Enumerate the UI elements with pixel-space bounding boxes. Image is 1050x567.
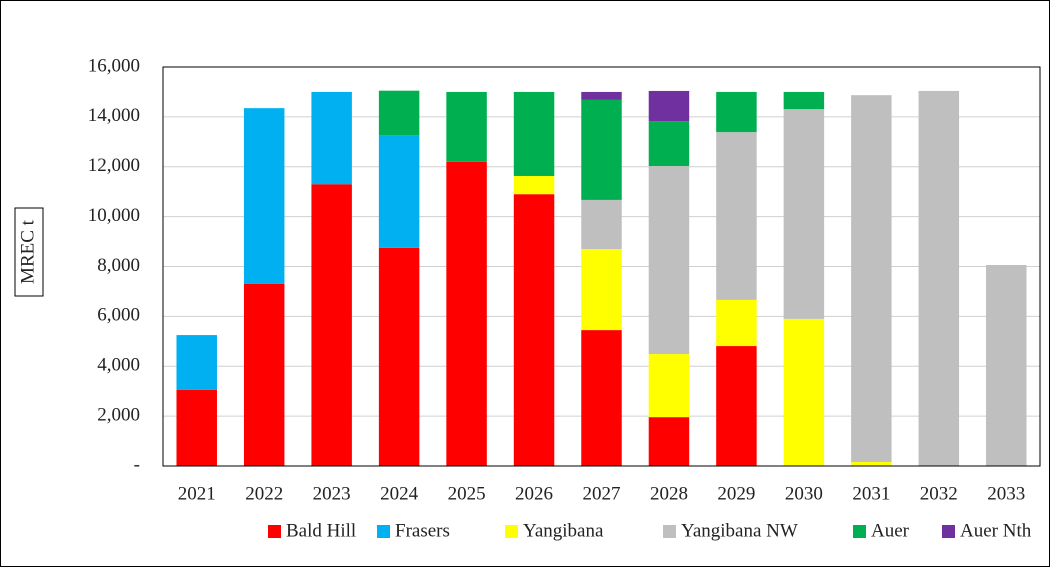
bar-segment — [513, 175, 555, 195]
bar-segment — [446, 161, 487, 466]
x-tick-label: 2024 — [380, 483, 419, 504]
legend-label: Bald Hill — [286, 520, 356, 541]
bar-segment — [446, 91, 487, 162]
bar-segment — [176, 335, 217, 390]
bar-segment — [648, 166, 690, 355]
bar-segment — [716, 91, 757, 133]
y-tick-label: 4,000 — [97, 355, 140, 376]
x-tick-label: 2027 — [583, 483, 621, 504]
bar-segment — [513, 194, 555, 466]
bar-segment — [716, 132, 757, 300]
bar-segment — [918, 90, 960, 466]
bar-segment — [648, 90, 690, 122]
y-tick-label: 12,000 — [88, 155, 140, 176]
y-tick-label: 14,000 — [88, 105, 140, 126]
bar-segment — [851, 462, 892, 466]
y-tick-label: 6,000 — [97, 305, 140, 326]
bar-segment — [378, 90, 420, 136]
x-tick-label: 2025 — [448, 483, 486, 504]
plot-border — [162, 66, 1041, 467]
x-tick-label: 2032 — [920, 483, 958, 504]
bar-segment — [243, 108, 285, 284]
bar-segment — [986, 265, 1027, 466]
legend-label: Yangibana NW — [681, 520, 798, 541]
bar-segment — [378, 135, 420, 248]
bar-segment — [513, 91, 555, 176]
y-tick-label: - — [134, 454, 140, 475]
y-tick-label: 8,000 — [97, 255, 140, 276]
x-tick-label: 2022 — [245, 483, 283, 504]
bar-segment — [243, 283, 285, 466]
bar-segment — [648, 354, 690, 418]
legend-swatch — [268, 525, 281, 538]
bar-segment — [851, 95, 892, 463]
bar-segment — [648, 121, 690, 167]
bar-segment — [378, 247, 420, 466]
bar-segment — [716, 299, 757, 347]
bar-segment — [581, 91, 622, 100]
legend-swatch — [853, 525, 866, 538]
bar-segment — [581, 99, 622, 200]
bar-segment — [716, 346, 757, 466]
legend-label: Auer Nth — [960, 520, 1032, 541]
y-tick-label: 10,000 — [88, 205, 140, 226]
x-tick-label: 2033 — [987, 483, 1025, 504]
y-tick-label: 16,000 — [88, 55, 140, 76]
x-tick-label: 2029 — [717, 483, 755, 504]
bars — [176, 90, 1027, 467]
legend-swatch — [942, 525, 955, 538]
legend-label: Yangibana — [523, 520, 604, 541]
bar-segment — [176, 389, 217, 466]
bar-segment — [311, 184, 352, 467]
x-tick-label: 2028 — [650, 483, 688, 504]
legend-swatch — [663, 525, 676, 538]
bar-segment — [648, 417, 690, 466]
bar-segment — [783, 91, 825, 110]
x-tick-label: 2023 — [313, 483, 351, 504]
legend-swatch — [377, 525, 390, 538]
x-tick-label: 2031 — [852, 483, 890, 504]
legend-label: Frasers — [395, 520, 450, 541]
y-axis-label: MREC t — [17, 219, 38, 284]
bar-segment — [581, 249, 622, 331]
bar-segment — [783, 318, 825, 466]
x-tick-label: 2030 — [785, 483, 823, 504]
legend-swatch — [505, 525, 518, 538]
x-tick-label: 2026 — [515, 483, 553, 504]
bar-segment — [581, 199, 622, 250]
y-label-box — [14, 207, 44, 297]
bar-segment — [783, 109, 825, 319]
y-tick-label: 2,000 — [97, 404, 140, 425]
bar-segment — [311, 91, 352, 185]
bar-segment — [581, 330, 622, 466]
x-tick-label: 2021 — [178, 483, 216, 504]
legend-label: Auer — [871, 520, 910, 541]
